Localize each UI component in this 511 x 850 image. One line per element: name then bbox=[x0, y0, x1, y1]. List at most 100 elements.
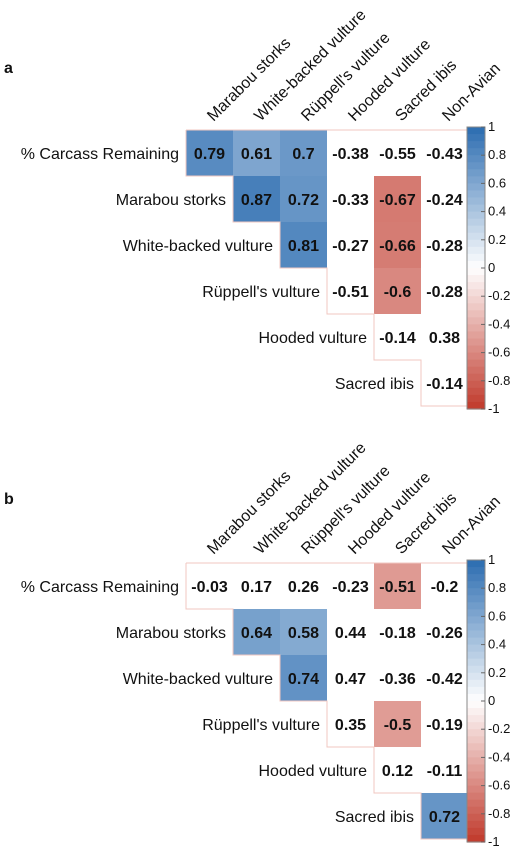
colorbar-tick-label: 0.4 bbox=[488, 637, 506, 652]
cell-value-label: 0.47 bbox=[335, 671, 366, 688]
row-label: Hooded vulture bbox=[258, 763, 367, 780]
colorbar-tick-label: -0.6 bbox=[488, 778, 510, 793]
heatmap-cell bbox=[233, 609, 280, 655]
cell-value-label: -0.14 bbox=[426, 376, 463, 393]
colorbar-segment bbox=[467, 162, 485, 170]
colorbar-segment bbox=[467, 373, 485, 382]
colorbar-segment bbox=[467, 225, 485, 234]
colorbar-segment bbox=[467, 239, 485, 248]
cell-value-label: 0.72 bbox=[288, 192, 319, 209]
colorbar-segment bbox=[467, 310, 485, 318]
cell-value-label: -0.11 bbox=[427, 763, 463, 780]
colorbar-segment bbox=[467, 387, 485, 396]
colorbar-segment bbox=[467, 693, 485, 702]
colorbar-tick-label: -0.4 bbox=[488, 749, 510, 764]
colorbar-segment bbox=[467, 834, 485, 843]
colorbar-segment bbox=[467, 296, 485, 304]
colorbar-segment bbox=[467, 394, 485, 403]
cell-value-label: -0.28 bbox=[426, 238, 463, 255]
row-label: Marabou storks bbox=[116, 192, 226, 209]
colorbar-segment bbox=[467, 141, 485, 149]
colorbar-segment bbox=[467, 679, 485, 688]
cell-value-label: -0.18 bbox=[379, 625, 416, 642]
cell-value-label: 0.58 bbox=[288, 625, 319, 642]
colorbar-segment bbox=[467, 155, 485, 163]
cell-value-label: 0.81 bbox=[288, 238, 319, 255]
heatmap-cell bbox=[374, 176, 421, 222]
heatmap-cell bbox=[233, 176, 280, 222]
colorbar-tick-label: 0.2 bbox=[488, 232, 506, 247]
colorbar-segment bbox=[467, 827, 485, 836]
colorbar-segment bbox=[467, 218, 485, 227]
cell-value-label: -0.28 bbox=[426, 284, 463, 301]
panel-label-b: b bbox=[4, 491, 14, 508]
colorbar-segment bbox=[467, 560, 485, 568]
cell-value-label: 0.64 bbox=[241, 625, 272, 642]
cell-value-label: 0.17 bbox=[241, 579, 272, 596]
triangle-outline bbox=[185, 129, 469, 407]
panel-label-a: a bbox=[4, 60, 13, 77]
colorbar-segment bbox=[467, 736, 485, 744]
colorbar-segment bbox=[467, 183, 485, 192]
colorbar-segment bbox=[467, 771, 485, 780]
colorbar-tick-label: -0.8 bbox=[488, 373, 510, 388]
cell-value-label: -0.51 bbox=[379, 579, 416, 596]
colorbar-segment bbox=[467, 722, 485, 730]
cell-value-label: 0.87 bbox=[241, 192, 272, 209]
colorbar-segment bbox=[467, 757, 485, 766]
colorbar-segment bbox=[467, 658, 485, 667]
cell-value-label: 0.12 bbox=[382, 763, 413, 780]
colorbar-tick-label: 0.8 bbox=[488, 580, 506, 595]
colorbar-segment bbox=[467, 623, 485, 632]
colorbar-segment bbox=[467, 380, 485, 389]
cell-value-label: -0.19 bbox=[426, 717, 463, 734]
colorbar-tick-label: -0.8 bbox=[488, 806, 510, 821]
colorbar-segment bbox=[467, 246, 485, 255]
row-label: % Carcass Remaining bbox=[21, 146, 179, 163]
colorbar-segment bbox=[467, 275, 485, 283]
heatmap-cell bbox=[374, 563, 421, 609]
colorbar-segment bbox=[467, 764, 485, 773]
colorbar-segment bbox=[467, 799, 485, 808]
colorbar-segment bbox=[467, 303, 485, 311]
column-label: Marabou storks bbox=[204, 35, 294, 125]
colorbar-tick-label: -0.6 bbox=[488, 345, 510, 360]
colorbar-segment bbox=[467, 644, 485, 653]
cell-value-label: -0.36 bbox=[379, 671, 416, 688]
cell-value-label: -0.03 bbox=[191, 579, 228, 596]
colorbar-tick-label: 1 bbox=[488, 552, 495, 567]
row-label: Marabou storks bbox=[116, 625, 226, 642]
heatmap-cell bbox=[280, 176, 327, 222]
cell-value-label: 0.79 bbox=[194, 146, 225, 163]
colorbar-segment bbox=[467, 211, 485, 220]
colorbar-segment bbox=[467, 260, 485, 269]
heatmap-cell bbox=[280, 609, 327, 655]
colorbar-tick-label: 0.2 bbox=[488, 665, 506, 680]
colorbar-segment bbox=[467, 813, 485, 822]
colorbar-segment bbox=[467, 708, 485, 716]
colorbar-segment bbox=[467, 127, 485, 135]
cell-value-label: -0.42 bbox=[426, 671, 463, 688]
cell-value-label: 0.7 bbox=[292, 146, 314, 163]
colorbar-segment bbox=[467, 595, 485, 603]
colorbar-segment bbox=[467, 253, 485, 262]
colorbar-segment bbox=[467, 750, 485, 758]
colorbar-segment bbox=[467, 190, 485, 199]
row-label: Rüppell's vulture bbox=[202, 284, 320, 301]
cell-value-label: 0.38 bbox=[429, 330, 460, 347]
colorbar-segment bbox=[467, 778, 485, 787]
heatmap-cell bbox=[186, 130, 233, 176]
heatmap-cell bbox=[374, 701, 421, 747]
colorbar-segment bbox=[467, 268, 485, 276]
colorbar-segment bbox=[467, 169, 485, 177]
colorbar-segment bbox=[467, 352, 485, 361]
column-label: Rüppell's vulture bbox=[298, 29, 393, 124]
colorbar-segment bbox=[467, 148, 485, 156]
cell-value-label: 0.72 bbox=[429, 809, 460, 826]
cell-value-label: -0.43 bbox=[426, 146, 463, 163]
cell-value-label: 0.44 bbox=[335, 625, 366, 642]
colorbar-segment bbox=[467, 665, 485, 674]
colorbar-segment bbox=[467, 588, 485, 596]
colorbar-segment bbox=[467, 686, 485, 695]
